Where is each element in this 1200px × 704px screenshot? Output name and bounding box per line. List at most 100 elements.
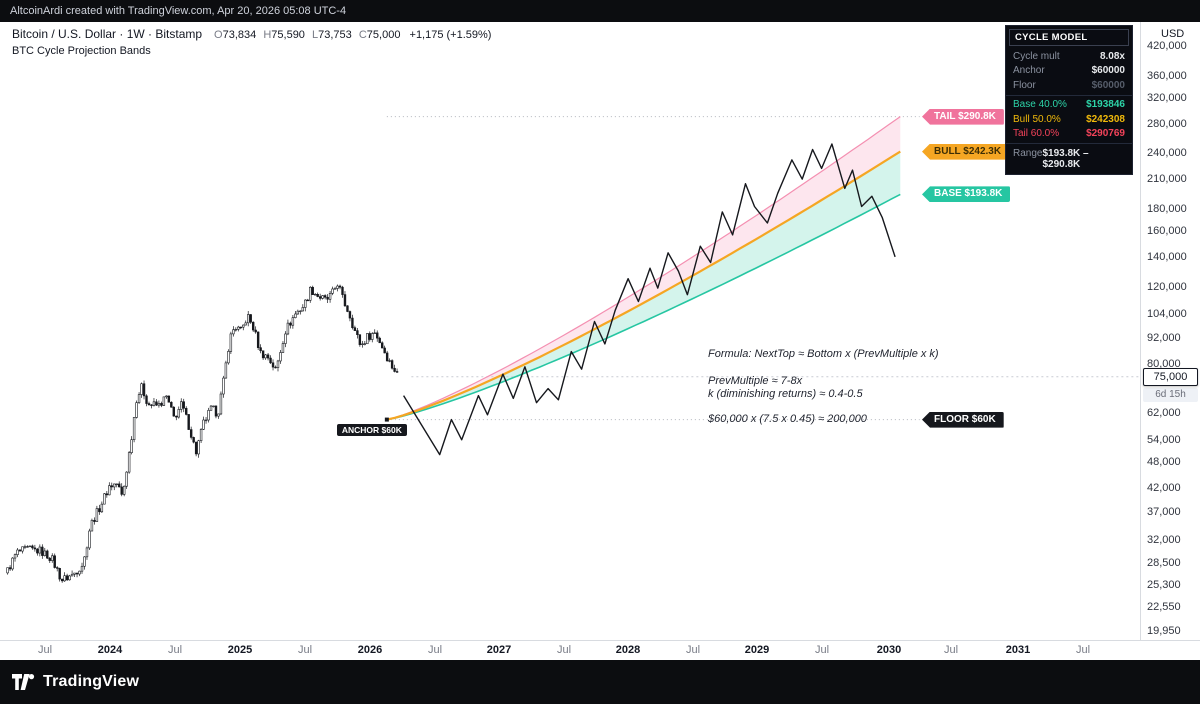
chart-main: Bitcoin / U.S. Dollar · 1W · Bitstamp O7… [0,22,1200,640]
indicator-legend-row[interactable]: BTC Cycle Projection Bands [12,45,491,57]
time-tick: Jul [685,644,701,656]
change-value: +1,175 (+1.59%) [409,29,492,41]
level-badge-base: BASE $193.8K [922,186,1011,203]
brand-bar: TradingView [0,660,1200,704]
level-badge-bull: BULL $242.3K [922,143,1010,160]
attribution-bar: AltcoinArdi created with TradingView.com… [0,0,1200,22]
symbol-title[interactable]: Bitcoin / U.S. Dollar · 1W · Bitstamp [12,27,203,41]
open-value: 73,834 [222,29,257,41]
price-tick: 180,000 [1147,202,1187,215]
cycle-model-row: Bull 50.0% $242308 [1006,112,1132,127]
time-axis[interactable]: Jul 2024 Jul 2025 Jul 2026 Jul 2027 Jul 2028 Jul 20… [0,640,1200,660]
cycle-model-row: Base 40.0% $193846 [1006,98,1132,113]
price-tick: 240,000 [1147,147,1187,160]
cycle-model-row-label: Tail 60.0% [1013,128,1060,139]
price-tick: 32,000 [1147,534,1181,547]
time-tick: 2029 [744,644,770,656]
price-tick: 160,000 [1147,225,1187,238]
price-tick: 80,000 [1147,358,1181,371]
chart-annotation: $60,000 x (7.5 x 0.45) ≈ 200,000 [708,413,867,425]
time-tick: Jul [943,644,959,656]
current-price-label: 75,000 [1143,367,1198,386]
indicator-title[interactable]: BTC Cycle Projection Bands [12,45,151,57]
low-value: 73,753 [318,29,352,41]
level-badge-floor: FLOOR $60K [922,411,1004,428]
cycle-model-row: Anchor $60000 [1006,64,1132,79]
cycle-model-row-label: Anchor [1013,65,1045,76]
price-tick: 54,000 [1147,433,1181,446]
chart-annotation: PrevMultiple ≈ 7-8x [708,375,803,387]
price-tick: 104,000 [1147,307,1187,320]
close-value: 75,000 [366,29,401,41]
cycle-model-row-value: $60000 [1091,79,1125,91]
symbol-legend-row[interactable]: Bitcoin / U.S. Dollar · 1W · Bitstamp O7… [12,27,491,41]
cycle-model-row-value: $60000 [1091,65,1125,76]
price-tick: 62,000 [1147,407,1181,420]
price-tick: 42,000 [1147,482,1181,495]
cycle-model-row: Range $193.8K – $290.8K [1006,146,1132,172]
cycle-model-row-label: Base 40.0% [1013,99,1067,110]
brand-name[interactable]: TradingView [43,673,140,690]
ohlc-values: O73,834 H75,590 L73,753 C75,000 +1,175 (… [210,29,491,41]
time-tick: 2025 [227,644,253,656]
cycle-model-row-value: $193.8K – $290.8K [1042,147,1089,171]
price-tick: 320,000 [1147,92,1187,105]
cycle-model-row-value: 8.08x [1099,50,1125,62]
time-tick: Jul [1075,644,1091,656]
time-tick: 2024 [97,644,123,656]
cycle-model-title: CYCLE MODEL [1009,29,1129,46]
currency-label: USD [1161,28,1185,40]
price-tick: 420,000 [1147,39,1187,52]
cycle-model-panel: CYCLE MODEL Cycle mult 8.08x Anchor $60000 F… [1005,25,1133,175]
high-value: 75,590 [271,29,305,41]
cycle-model-rows: Cycle mult 8.08x Anchor $60000 Floor $60000 Ba… [1006,49,1132,172]
time-tick: Jul [167,644,183,656]
cycle-model-row-value: $290769 [1086,128,1125,139]
time-tick: Jul [297,644,313,656]
price-tick: 37,000 [1147,506,1181,519]
tradingview-logo-icon[interactable] [12,674,36,690]
price-tick: 92,000 [1147,331,1181,344]
chart-annotation: Formula: NextTop ≈ Bottom x (PrevMultipl… [708,348,939,360]
cycle-model-row-label: Range [1013,147,1043,159]
low-label: L [312,29,319,41]
cycle-model-row-label: Bull 50.0% [1013,113,1061,125]
cycle-model-row: Floor $60000 [1006,78,1132,93]
chart-pane[interactable]: Bitcoin / U.S. Dollar · 1W · Bitstamp O7… [0,22,1140,640]
time-tick: 2031 [1005,644,1031,656]
price-tick: 48,000 [1147,456,1181,469]
price-tick: 19,950 [1147,625,1181,637]
cycle-model-row: Tail 60.0% $290769 [1006,127,1132,142]
cycle-model-row-value: $193846 [1086,99,1125,110]
time-tick: 2026 [357,644,383,656]
price-tick: 28,500 [1147,556,1181,569]
price-axis[interactable]: USD 420,000 360,000 320,000 280,000 240,000 2… [1140,22,1200,640]
anchor-badge: ANCHOR $60K [336,423,407,436]
time-tick: Jul [556,644,572,656]
time-tick: 2028 [615,644,641,656]
cycle-model-row: Cycle mult 8.08x [1006,49,1132,64]
price-tick: 280,000 [1147,117,1187,130]
price-tick: 360,000 [1147,69,1187,82]
time-tick: 2027 [486,644,512,656]
attribution-text: AltcoinArdi created with TradingView.com… [10,5,347,17]
time-tick: Jul [427,644,443,656]
high-label: H [263,29,272,41]
close-label: C [358,29,367,41]
chart-legend: Bitcoin / U.S. Dollar · 1W · Bitstamp O7… [12,27,491,57]
time-tick: Jul [37,644,53,656]
time-tick: Jul [814,644,830,656]
price-tick: 120,000 [1147,280,1187,293]
time-tick: 2030 [876,644,902,656]
bar-countdown-label: 6d 15h [1143,387,1198,402]
chart-annotation: k (diminishing returns) ≈ 0.4-0.5 [708,388,863,400]
price-tick: 210,000 [1147,173,1187,186]
cycle-model-row-label: Cycle mult [1013,50,1060,62]
open-label: O [214,29,223,41]
cycle-model-row-value: $242308 [1086,113,1125,125]
chart-canvas[interactable] [0,22,1140,640]
level-badge-tail: TAIL $290.8K [922,108,1004,125]
price-tick: 25,300 [1147,579,1181,592]
cycle-model-row-label: Floor [1013,79,1036,91]
